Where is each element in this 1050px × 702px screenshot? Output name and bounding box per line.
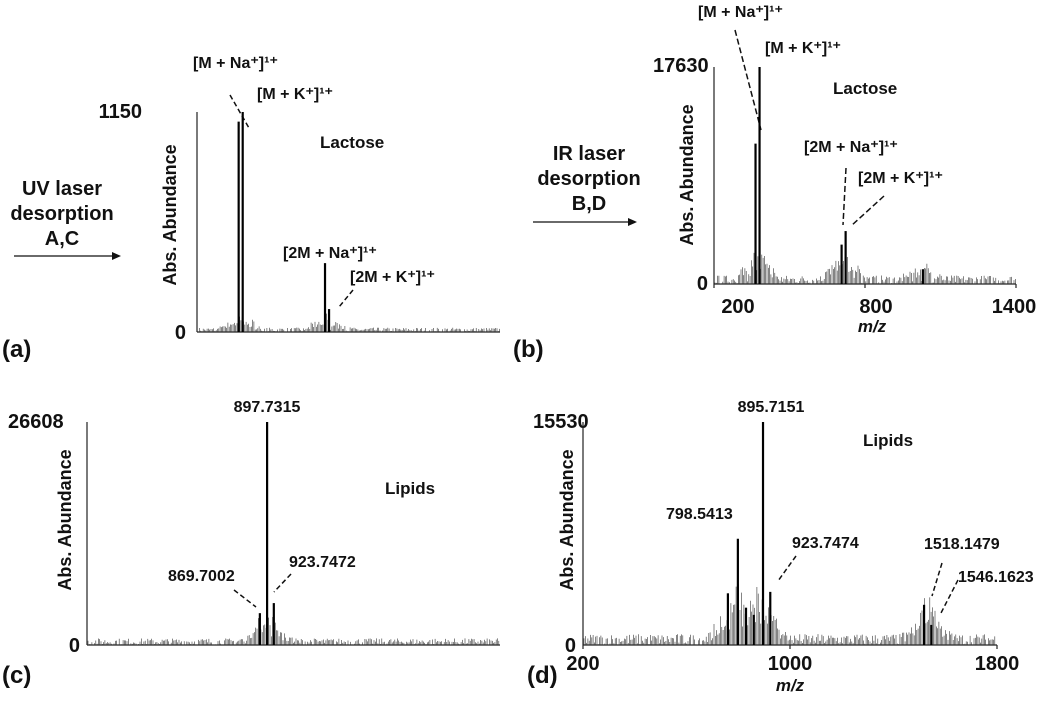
panel-d-tag: (d) — [527, 662, 558, 689]
panel-d-xtick-200: 200 — [566, 653, 599, 675]
panel-d-ytick-zero: 0 — [565, 635, 576, 657]
panel-b: (b) 17630 0 Abs. Abundance Lactose [M + … — [513, 4, 1036, 363]
panel-d-leader-923 — [777, 555, 797, 582]
panel-a-label-2m-k: [2M + K⁺]¹⁺ — [350, 269, 435, 286]
panel-a-leader-m-na — [229, 94, 250, 129]
panel-c-leader-869 — [233, 589, 257, 608]
panel-c-title: Lipids — [385, 479, 435, 498]
ir-arrow-line-2: desorption — [537, 168, 640, 190]
panel-d-label-1546: 1546.1623 — [958, 569, 1034, 586]
panel-b-title: Lactose — [833, 79, 897, 98]
panel-c-ytick-zero: 0 — [69, 635, 80, 657]
ir-arrow-head-icon — [628, 218, 637, 226]
panel-a-ytick-zero: 0 — [175, 322, 186, 344]
panel-a: (a) 1150 0 Abs. Abundance Lactose [M + N… — [2, 55, 500, 363]
panel-b-xtick-200: 200 — [721, 296, 754, 318]
panel-b-label-m-k: [M + K⁺]¹⁺ — [765, 40, 841, 57]
panel-d-xtick-1000: 1000 — [768, 653, 813, 675]
panel-b-ytick-max: 17630 — [653, 55, 709, 77]
panel-d-ylabel: Abs. Abundance — [557, 449, 577, 590]
uv-arrow-line-1: UV laser — [22, 178, 102, 200]
panel-c-label-869: 869.7002 — [168, 568, 235, 585]
panel-b-xtick-800: 800 — [859, 296, 892, 318]
panel-a-label-m-na: [M + Na⁺]¹⁺ — [193, 55, 278, 72]
uv-arrow-line-2: desorption — [10, 203, 113, 225]
panel-b-ytick-zero: 0 — [697, 273, 708, 295]
panel-a-ylabel: Abs. Abundance — [160, 144, 180, 285]
panel-d-label-798: 798.5413 — [666, 506, 733, 523]
panel-a-tag: (a) — [2, 336, 31, 363]
panel-c: (c) 26608 0 Abs. Abundance Lipids 897.73… — [2, 399, 500, 689]
panel-d-ytick-max: 15530 — [533, 411, 589, 433]
panel-d-label-1518: 1518.1479 — [924, 536, 1000, 553]
panel-b-xlabel: m/z — [858, 317, 887, 336]
ir-arrow-line-1: IR laser — [553, 143, 625, 165]
panel-a-label-m-k: [M + K⁺]¹⁺ — [257, 86, 333, 103]
uv-arrow-head-icon — [112, 252, 121, 260]
panel-d: (d) 15530 0 Abs. Abundance Lipids 895.71… — [527, 399, 1034, 695]
uv-arrow-line-3: A,C — [45, 228, 79, 250]
uv-arrow-group: UV laser desorption A,C — [10, 178, 121, 260]
panel-c-leader-923 — [273, 573, 292, 593]
panel-d-title: Lipids — [863, 431, 913, 450]
panel-d-xlabel: m/z — [776, 676, 805, 695]
panel-b-ylabel: Abs. Abundance — [677, 104, 697, 245]
panel-b-label-2m-na: [2M + Na⁺]¹⁺ — [804, 139, 898, 156]
panel-d-leader-1518 — [931, 562, 943, 597]
panel-c-ytick-max: 26608 — [8, 411, 64, 433]
panel-d-label-923: 923.7474 — [792, 535, 859, 552]
ir-arrow-group: IR laser desorption B,D — [533, 143, 641, 226]
panel-b-xtick-1400: 1400 — [992, 296, 1037, 318]
ir-arrow-line-3: B,D — [572, 193, 606, 215]
panel-b-tag: (b) — [513, 336, 544, 363]
panel-b-label-m-na: [M + Na⁺]¹⁺ — [698, 4, 783, 21]
panel-a-title: Lactose — [320, 133, 384, 152]
panel-d-xtick-1800: 1800 — [975, 653, 1020, 675]
panel-b-leader-2m-na — [842, 167, 847, 226]
panel-a-leader-2m-k — [338, 289, 354, 308]
panel-c-label-923: 923.7472 — [289, 554, 356, 571]
panel-c-label-897: 897.7315 — [234, 399, 301, 416]
panel-a-ytick-max: 1150 — [99, 101, 142, 123]
panel-a-label-2m-na: [2M + Na⁺]¹⁺ — [283, 245, 377, 262]
panel-c-tag: (c) — [2, 662, 31, 689]
panel-d-label-895: 895.7151 — [738, 399, 805, 416]
panel-b-leader-m-na — [734, 29, 762, 131]
panel-b-leader-2m-k — [850, 195, 885, 227]
panel-b-label-2m-k: [2M + K⁺]¹⁺ — [858, 170, 943, 187]
panel-d-leader-1546 — [940, 579, 959, 614]
panel-c-ylabel: Abs. Abundance — [55, 449, 75, 590]
